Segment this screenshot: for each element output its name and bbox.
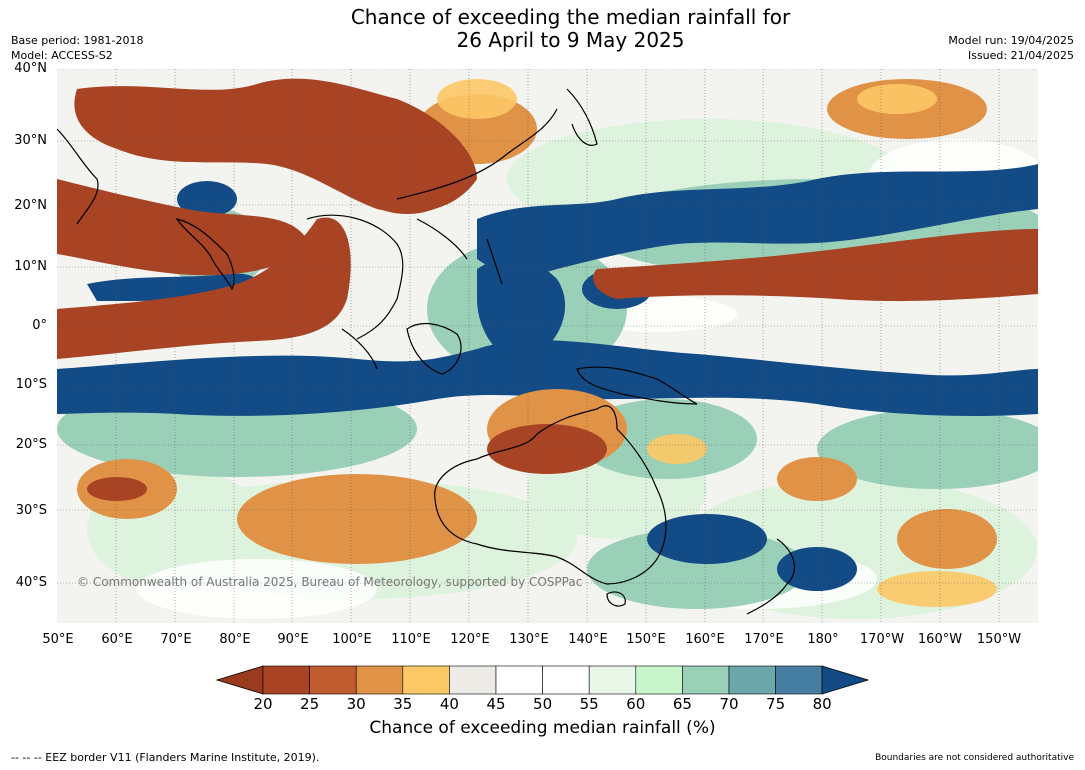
lat-label-30s: 30°S [15,503,47,518]
lat-label-20n: 20°N [14,198,47,213]
colorbar-tick-55: 55 [579,695,599,713]
lon-label-160w: 160°W [917,632,963,647]
wet-areas [57,94,1038,591]
lon-label-130e: 130°E [509,632,549,647]
colorbar-bin-75-80 [775,665,823,695]
colorbar-bin-40-45 [449,665,497,695]
colorbar-bins [262,665,823,695]
lat-label-0: 0° [32,318,47,333]
colorbar-title: Chance of exceeding median rainfall (%) [369,718,716,738]
colorbar-tick-35: 35 [393,695,413,713]
lon-label-80e: 80°E [219,632,251,647]
lon-label-70e: 70°E [160,632,192,647]
lat-label-10n: 10°N [14,259,47,274]
grid [57,69,1038,623]
model-label: Model: ACCESS-S2 [11,49,113,62]
colorbar-tick-40: 40 [439,695,459,713]
colorbar-tick-65: 65 [672,695,692,713]
lon-label-170w: 170°W [859,632,905,647]
boundaries-disclaimer: Boundaries are not considered authoritat… [875,753,1074,763]
colorbar-bin-70-75 [728,665,776,695]
map-title-line2: 26 April to 9 May 2025 [456,28,685,52]
base-period-label: Base period: 1981-2018 [11,34,144,47]
lon-label-120e: 120°E [450,632,490,647]
colorbar-tick-30: 30 [346,695,366,713]
lon-label-150w: 150°W [976,632,1022,647]
colorbar-bin-20-25 [262,665,310,695]
colorbar-tick-60: 60 [626,695,646,713]
rainfall-map: © Commonwealth of Australia 2025, Bureau… [57,69,1038,623]
colorbar-bin-60-65 [635,665,683,695]
issued-label: Issued: 21/04/2025 [967,49,1074,62]
coastlines [57,88,795,615]
model-run-label: Model run: 19/04/2025 [948,34,1074,47]
lon-label-100e: 100°E [332,632,372,647]
dry-areas [57,78,1038,501]
colorbar-bin-50-55 [542,665,590,695]
colorbar-tick-75: 75 [766,695,786,713]
meta-right: Model run: 19/04/2025 Issued: 21/04/2025 [948,33,1074,63]
lat-label-30n: 30°N [14,133,47,148]
lat-label-40s: 40°S [15,575,47,590]
lon-label-50e: 50°E [42,632,74,647]
lon-label-180: 180° [807,632,839,647]
colorbar-bin-45-50 [495,665,543,695]
lat-label-20s: 20°S [15,437,47,452]
colorbar-bin-30-35 [355,665,404,695]
lon-label-110e: 110°E [391,632,431,647]
colorbar-tick-80: 80 [812,695,832,713]
colorbar-tick-20: 20 [253,695,273,713]
colorbar-under-arrow [215,665,264,695]
colorbar-tick-50: 50 [533,695,553,713]
lon-label-90e: 90°E [277,632,309,647]
map-title-line1: Chance of exceeding the median rainfall … [350,5,791,29]
colorbar-bin-25-30 [309,665,357,695]
meta-left: Base period: 1981-2018 Model: ACCESS-S2 [11,33,143,63]
colorbar-tick-25: 25 [300,695,320,713]
colorbar [215,665,870,695]
colorbar-tick-45: 45 [486,695,506,713]
colorbar-bin-35-40 [402,665,450,695]
lat-label-10s: 10°S [15,377,47,392]
eez-legend: -- -- -- EEZ border V11 (Flanders Marine… [11,751,320,764]
colorbar-tick-70: 70 [719,695,739,713]
colorbar-over-arrow [821,665,870,695]
lat-label-40n: 40°N [14,61,47,76]
lon-label-60e: 60°E [101,632,133,647]
colorbar-bin-65-70 [682,665,730,695]
lon-label-170e: 170°E [744,632,784,647]
lon-label-140e: 140°E [568,632,608,647]
copyright-text: © Commonwealth of Australia 2025, Bureau… [77,575,582,589]
colorbar-bin-55-60 [588,665,637,695]
lon-label-150e: 150°E [626,632,666,647]
lon-label-160e: 160°E [685,632,725,647]
